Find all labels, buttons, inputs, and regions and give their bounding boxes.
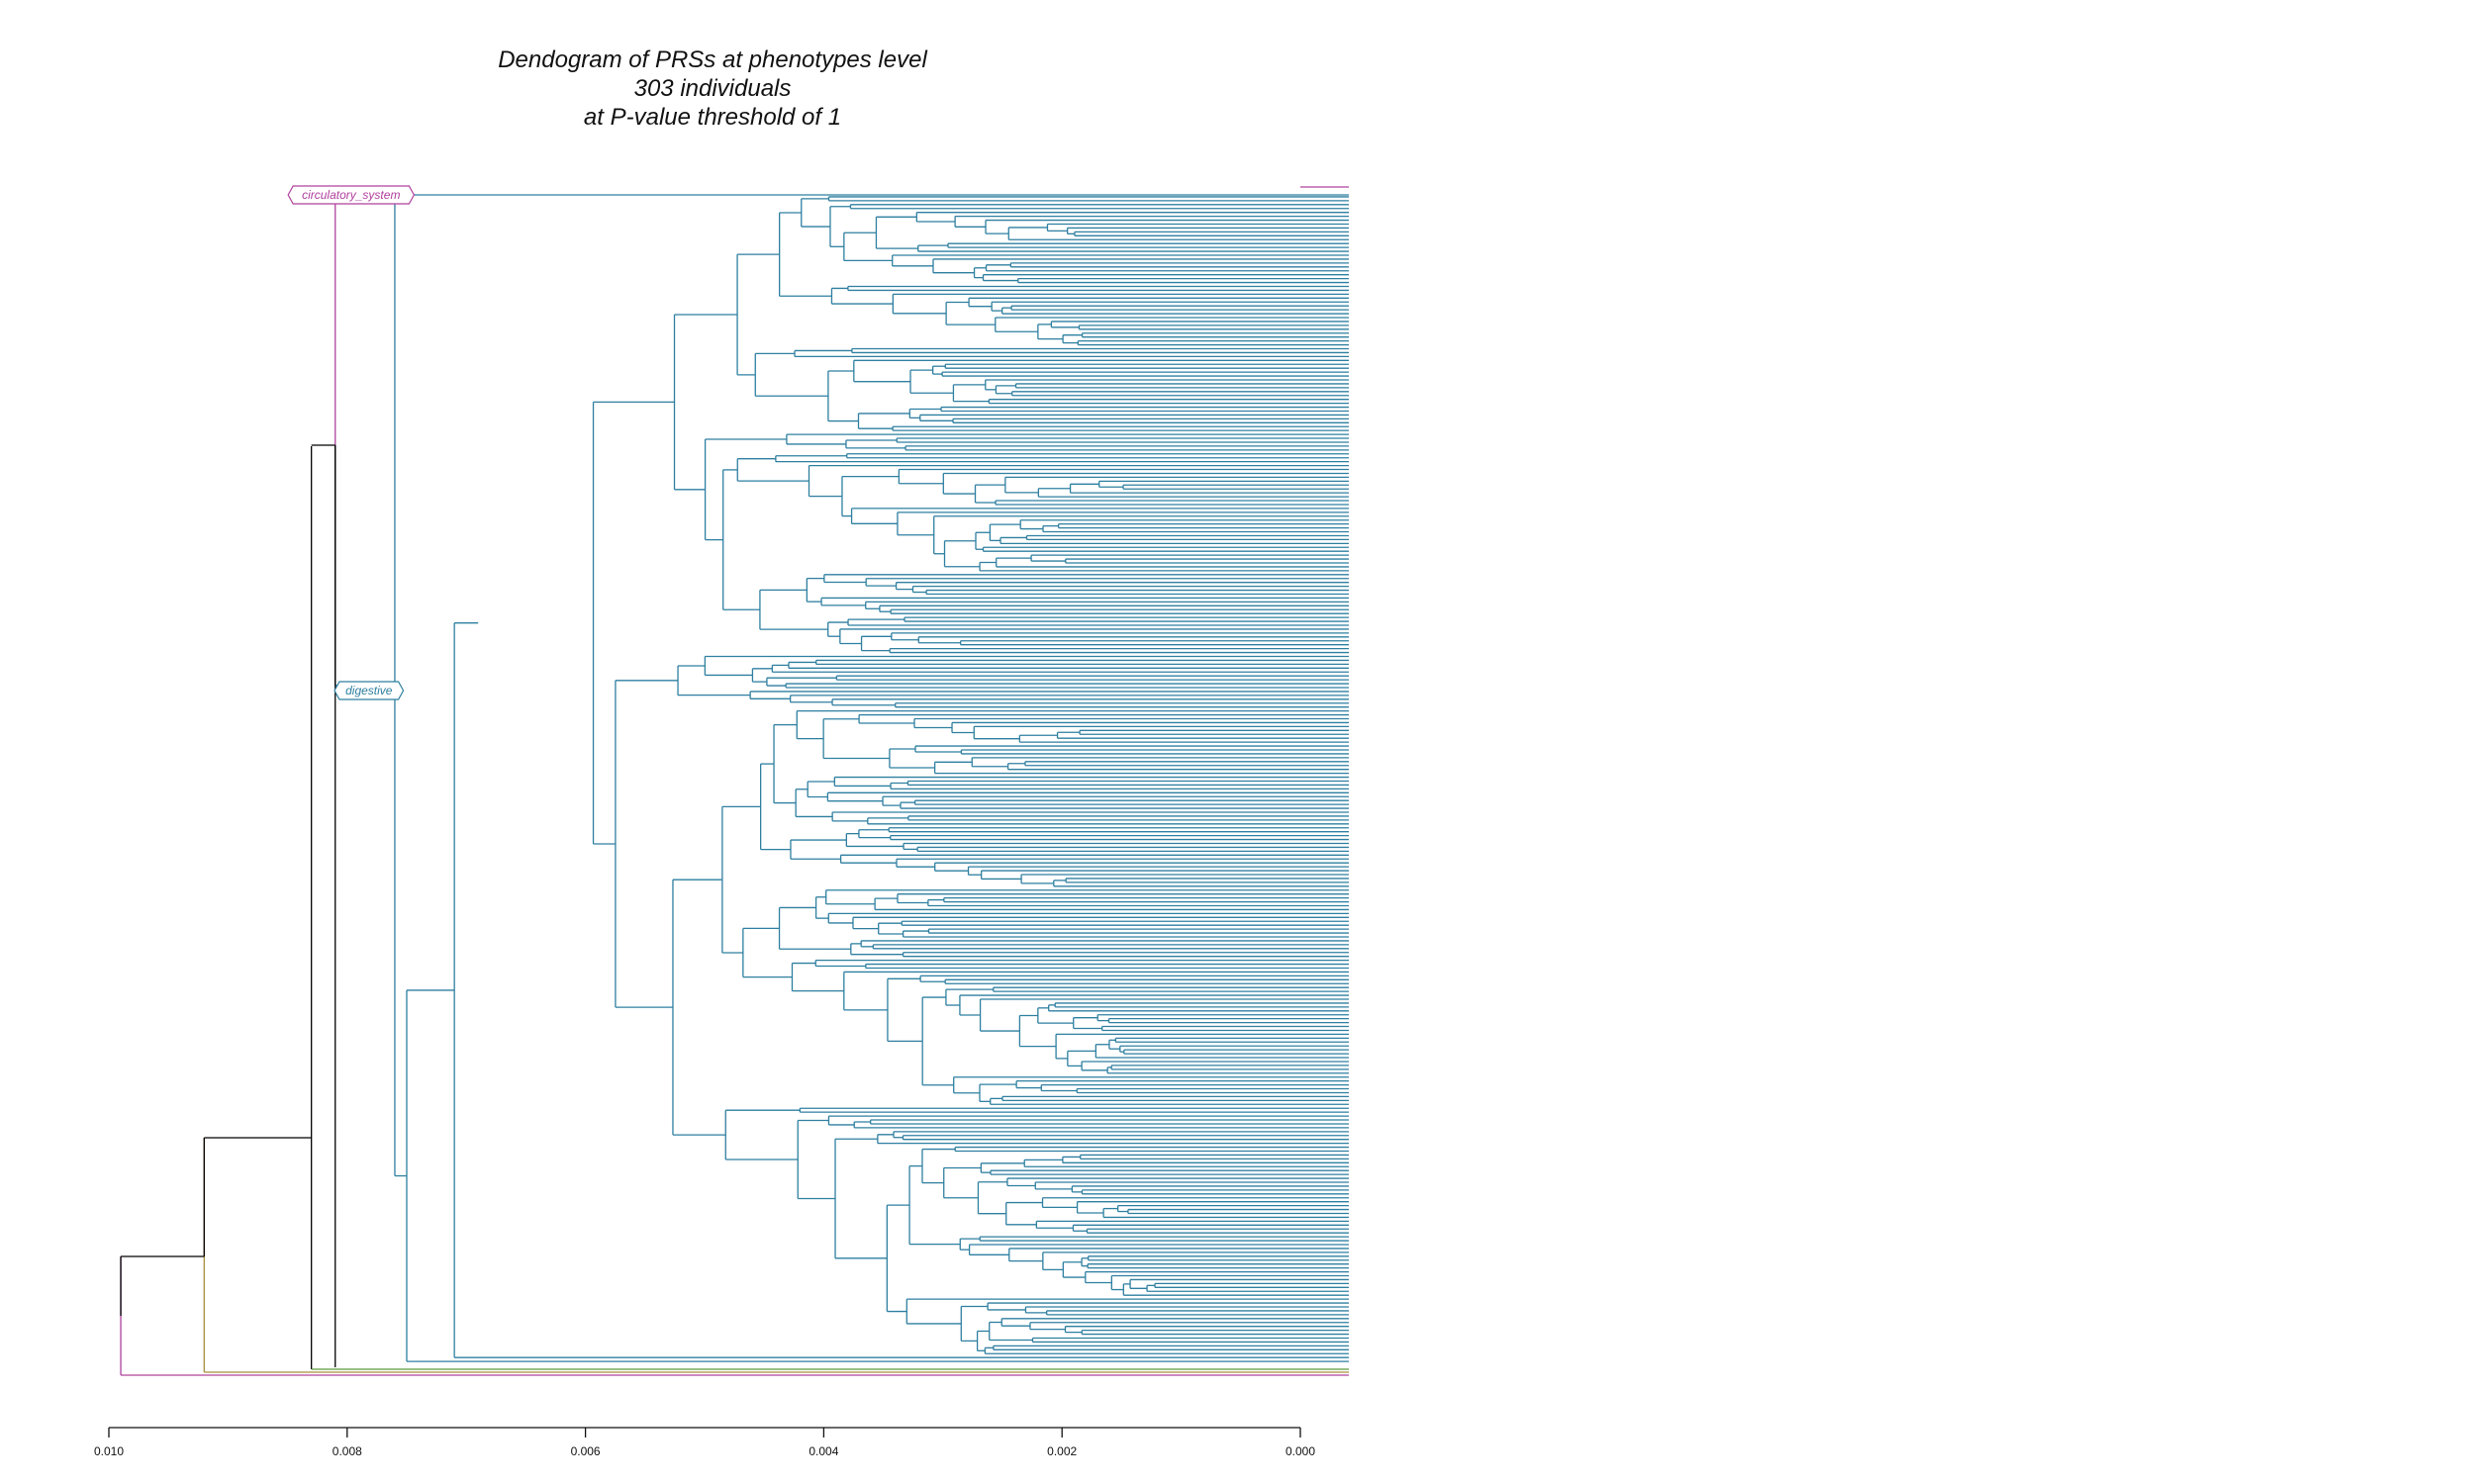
chart-title-line-2: 303 individuals	[633, 75, 792, 102]
group-label-circulatory: circulatory_system	[302, 188, 400, 202]
chart-title-line-3: at P-value threshold of 1	[583, 104, 842, 131]
dendrogram-branches	[120, 186, 1349, 1376]
group-labels: circulatory_system digestive	[287, 185, 416, 700]
x-tick-label: 0.010	[94, 1444, 124, 1458]
x-tick-label: 0.000	[1285, 1444, 1315, 1458]
chart-title: Dendogram of PRSs at phenotypes level 30…	[356, 46, 1069, 132]
group-label-digestive-box	[333, 681, 405, 700]
group-label-circulatory-box	[287, 185, 416, 205]
group-label-digestive: digestive	[345, 684, 393, 697]
chart-title-line-1: Dendogram of PRSs at phenotypes level	[498, 46, 927, 73]
x-tick-label: 0.008	[333, 1444, 362, 1458]
x-tick-label: 0.004	[809, 1444, 838, 1458]
x-tick-label: 0.002	[1047, 1444, 1077, 1458]
x-axis: 0.010 0.008 0.006 0.004 0.002 0.000	[94, 1427, 1315, 1458]
x-tick-label: 0.006	[571, 1444, 601, 1458]
